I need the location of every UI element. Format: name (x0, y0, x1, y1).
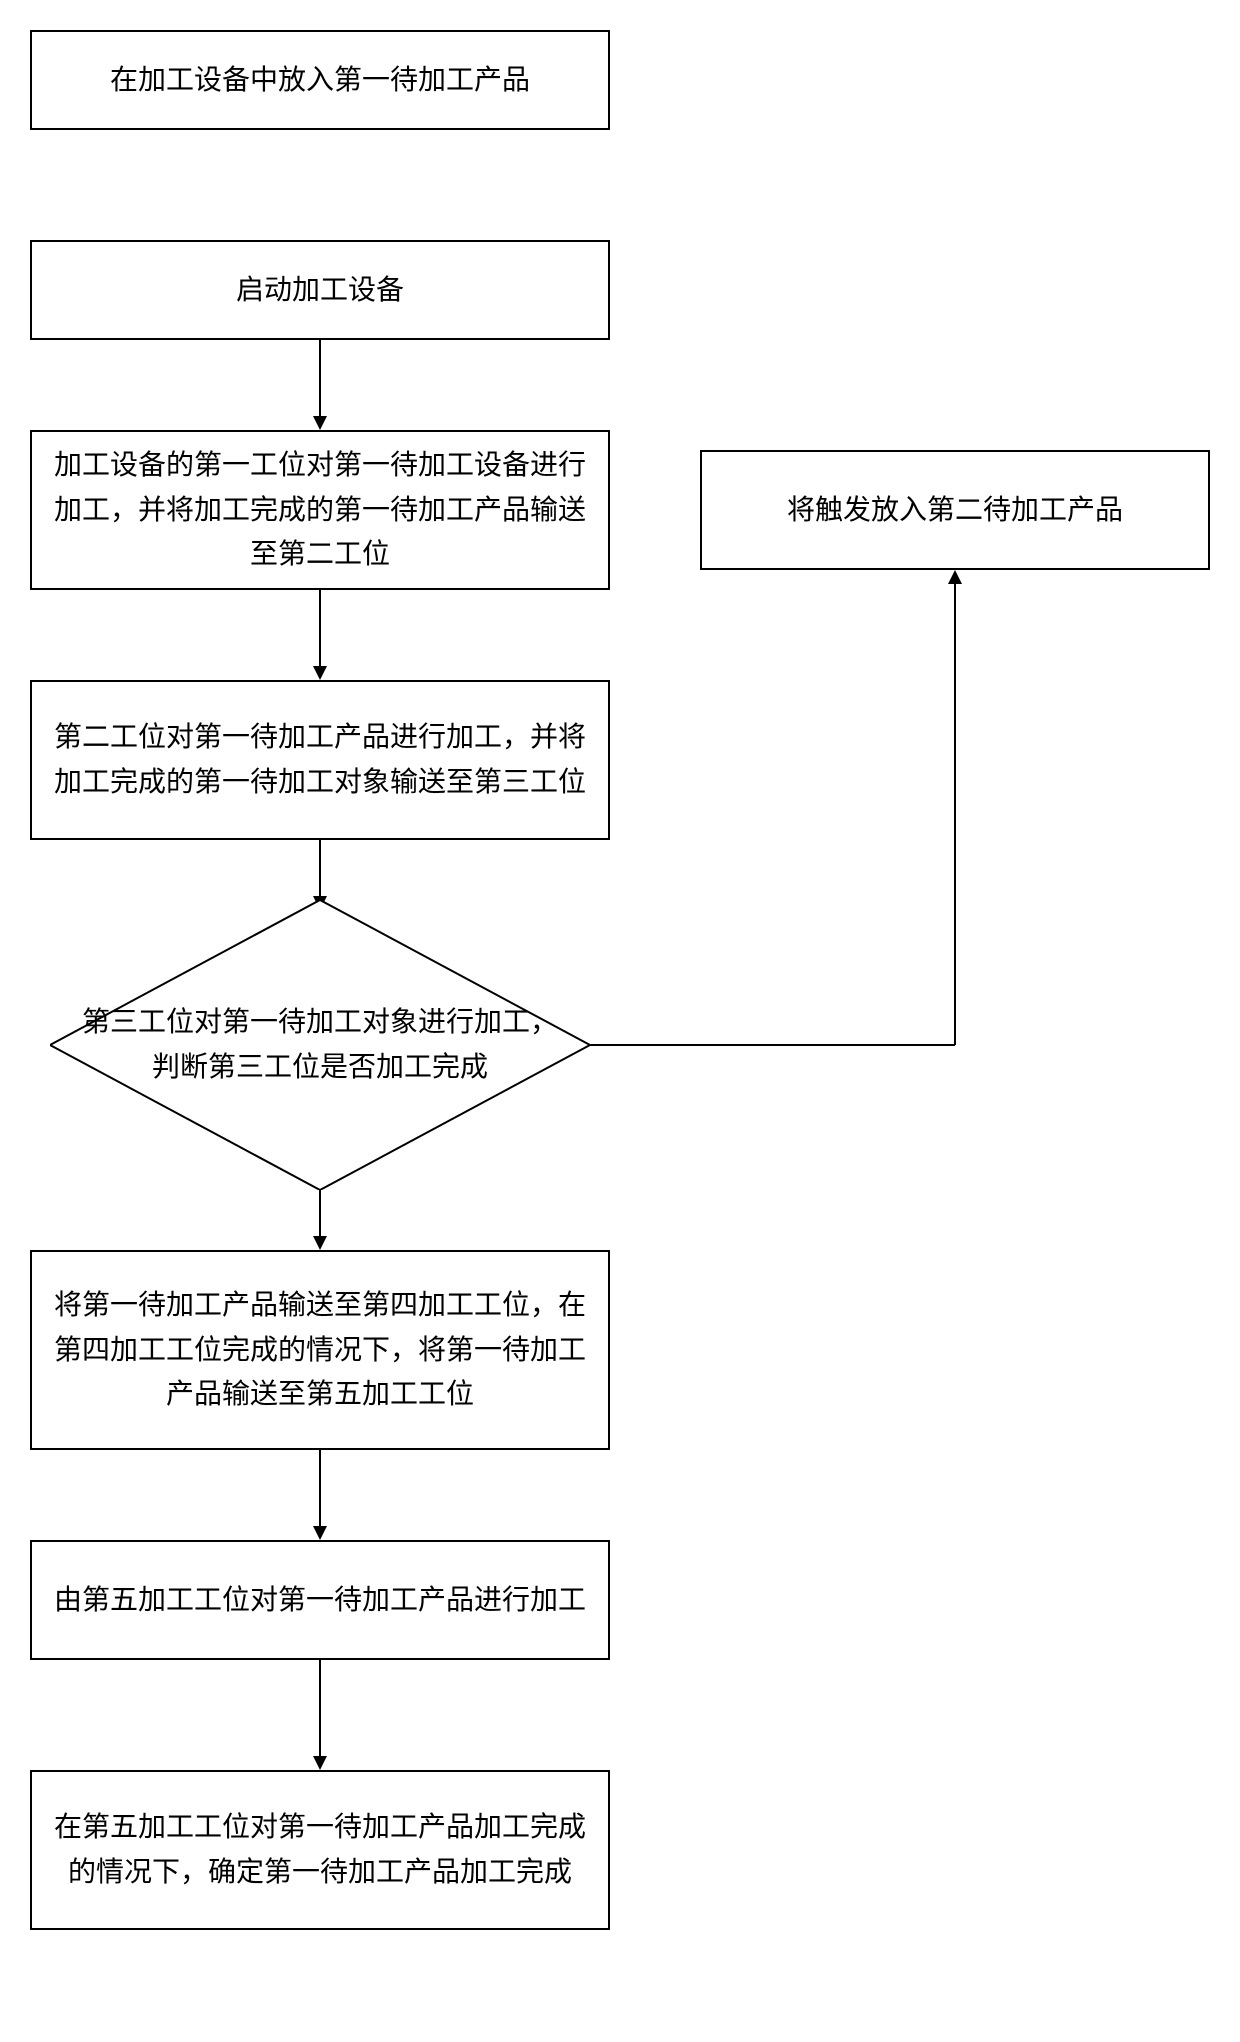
flowchart-node-2: 启动加工设备 (30, 240, 610, 340)
flowchart-decision-node: 第三工位对第一待加工对象进行加工，判断第三工位是否加工完成 (50, 900, 590, 1190)
node-1-text: 在加工设备中放入第一待加工产品 (110, 58, 530, 103)
flowchart-node-3: 加工设备的第一工位对第一待加工设备进行加工，并将加工完成的第一待加工产品输送至第… (30, 430, 610, 590)
node-6-text: 将第一待加工产品输送至第四加工工位，在第四加工工位完成的情况下，将第一待加工产品… (52, 1283, 588, 1417)
edge-n5-n6 (310, 1190, 330, 1250)
flowchart-node-1: 在加工设备中放入第一待加工产品 (30, 30, 610, 130)
node-8-text: 在第五加工工位对第一待加工产品加工完成的情况下，确定第一待加工产品加工完成 (52, 1805, 588, 1895)
edge-n2-n3 (310, 340, 330, 430)
flowchart-node-9: 将触发放入第二待加工产品 (700, 450, 1210, 570)
decision-text: 第三工位对第一待加工对象进行加工，判断第三工位是否加工完成 (50, 1000, 590, 1090)
edge-n7-n8 (310, 1660, 330, 1770)
flowchart-node-8: 在第五加工工位对第一待加工产品加工完成的情况下，确定第一待加工产品加工完成 (30, 1770, 610, 1930)
edge-n5-n9 (590, 570, 970, 1050)
node-9-text: 将触发放入第二待加工产品 (787, 488, 1123, 533)
flowchart-node-7: 由第五加工工位对第一待加工产品进行加工 (30, 1540, 610, 1660)
flowchart-node-6: 将第一待加工产品输送至第四加工工位，在第四加工工位完成的情况下，将第一待加工产品… (30, 1250, 610, 1450)
node-2-text: 启动加工设备 (236, 268, 404, 313)
edge-n6-n7 (310, 1450, 330, 1540)
node-4-text: 第二工位对第一待加工产品进行加工，并将加工完成的第一待加工对象输送至第三工位 (52, 715, 588, 805)
node-7-text: 由第五加工工位对第一待加工产品进行加工 (54, 1578, 586, 1623)
flowchart-node-4: 第二工位对第一待加工产品进行加工，并将加工完成的第一待加工对象输送至第三工位 (30, 680, 610, 840)
node-3-text: 加工设备的第一工位对第一待加工设备进行加工，并将加工完成的第一待加工产品输送至第… (52, 443, 588, 577)
edge-n3-n4 (310, 590, 330, 680)
